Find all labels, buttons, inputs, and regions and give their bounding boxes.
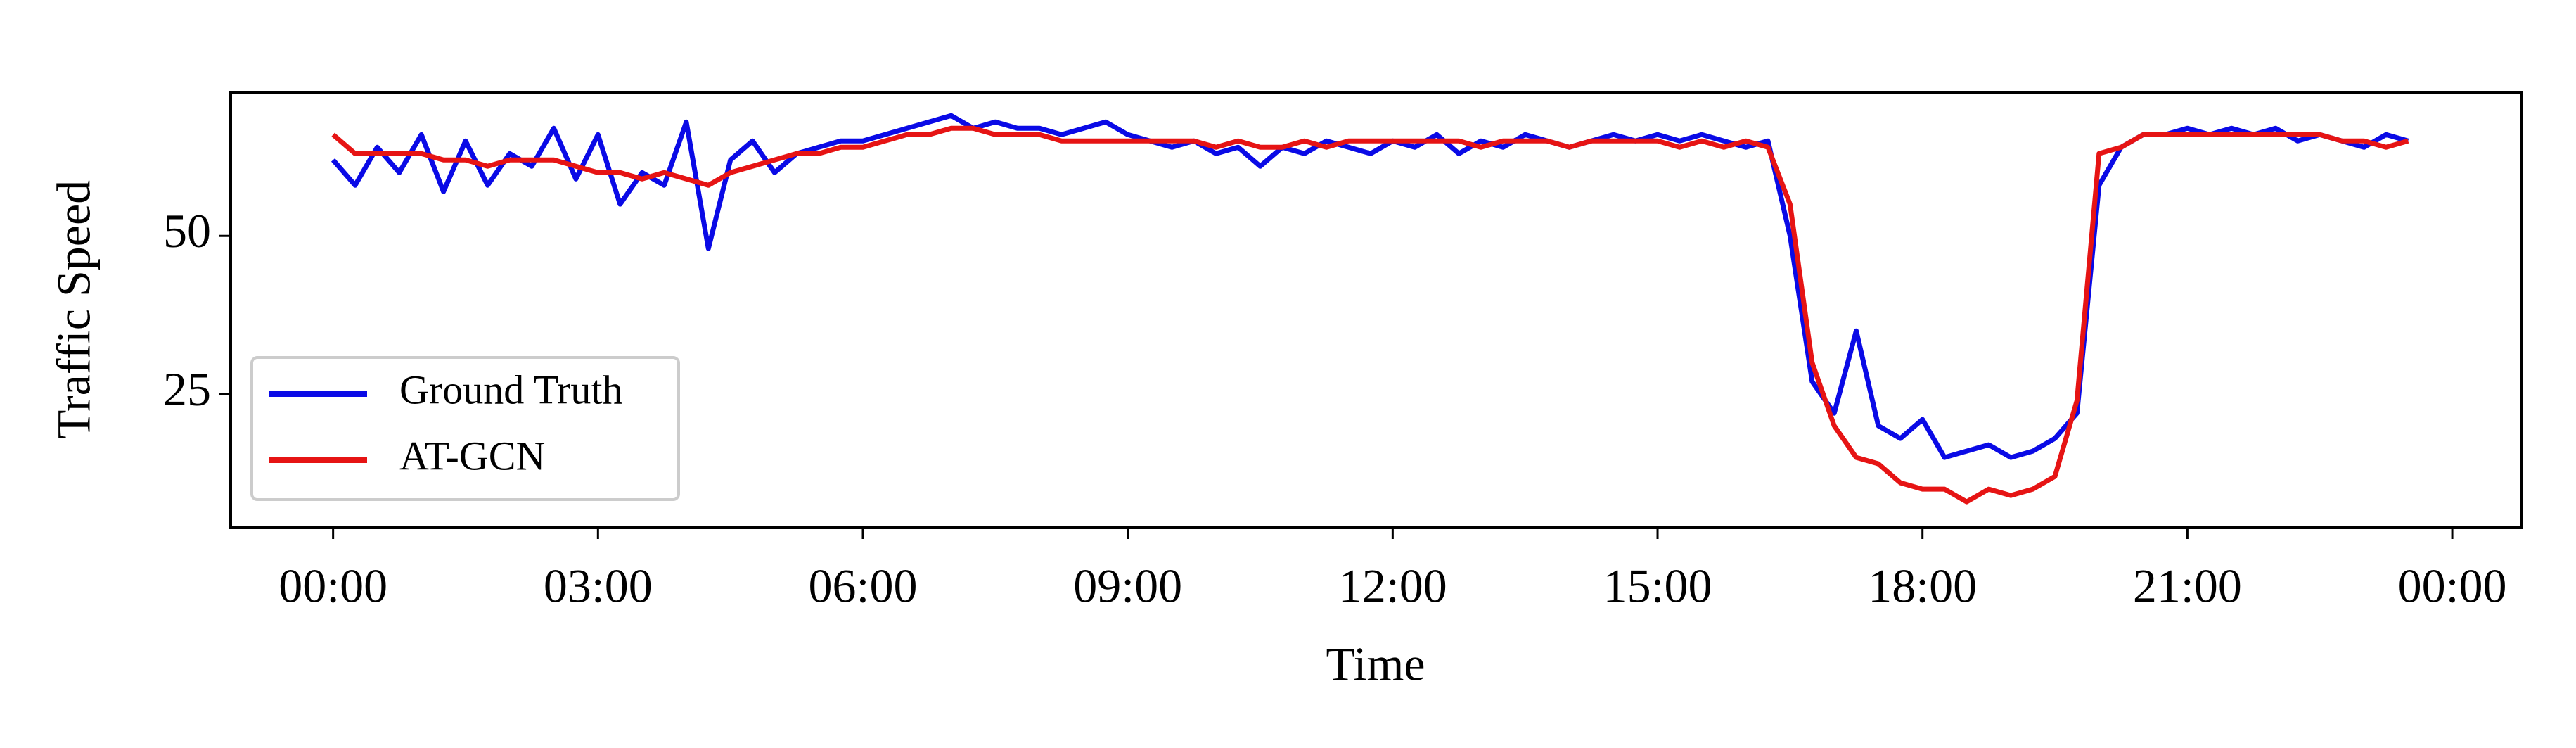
y-axis-label: Traffic Speed	[47, 180, 101, 439]
legend-label: AT-GCN	[399, 433, 545, 478]
y-tick-label: 50	[163, 204, 211, 258]
x-tick-label: 00:00	[2398, 559, 2507, 613]
data-line	[331, 113, 2409, 460]
x-tick-label: 15:00	[1603, 559, 1712, 613]
legend-label: Ground Truth	[399, 367, 622, 412]
x-tick-label: 09:00	[1073, 559, 1182, 613]
x-tick-label: 06:00	[809, 559, 918, 613]
x-tick-label: 03:00	[544, 559, 653, 613]
x-tick-label: 18:00	[1868, 559, 1977, 613]
x-tick-label: 21:00	[2133, 559, 2242, 613]
x-tick-label: 12:00	[1338, 559, 1447, 613]
data-line	[331, 125, 2409, 505]
x-tick-label: 00:00	[278, 559, 387, 613]
plot-frame	[229, 91, 2523, 529]
y-tick-label: 25	[163, 362, 211, 416]
x-axis-label: Time	[1326, 638, 1425, 691]
